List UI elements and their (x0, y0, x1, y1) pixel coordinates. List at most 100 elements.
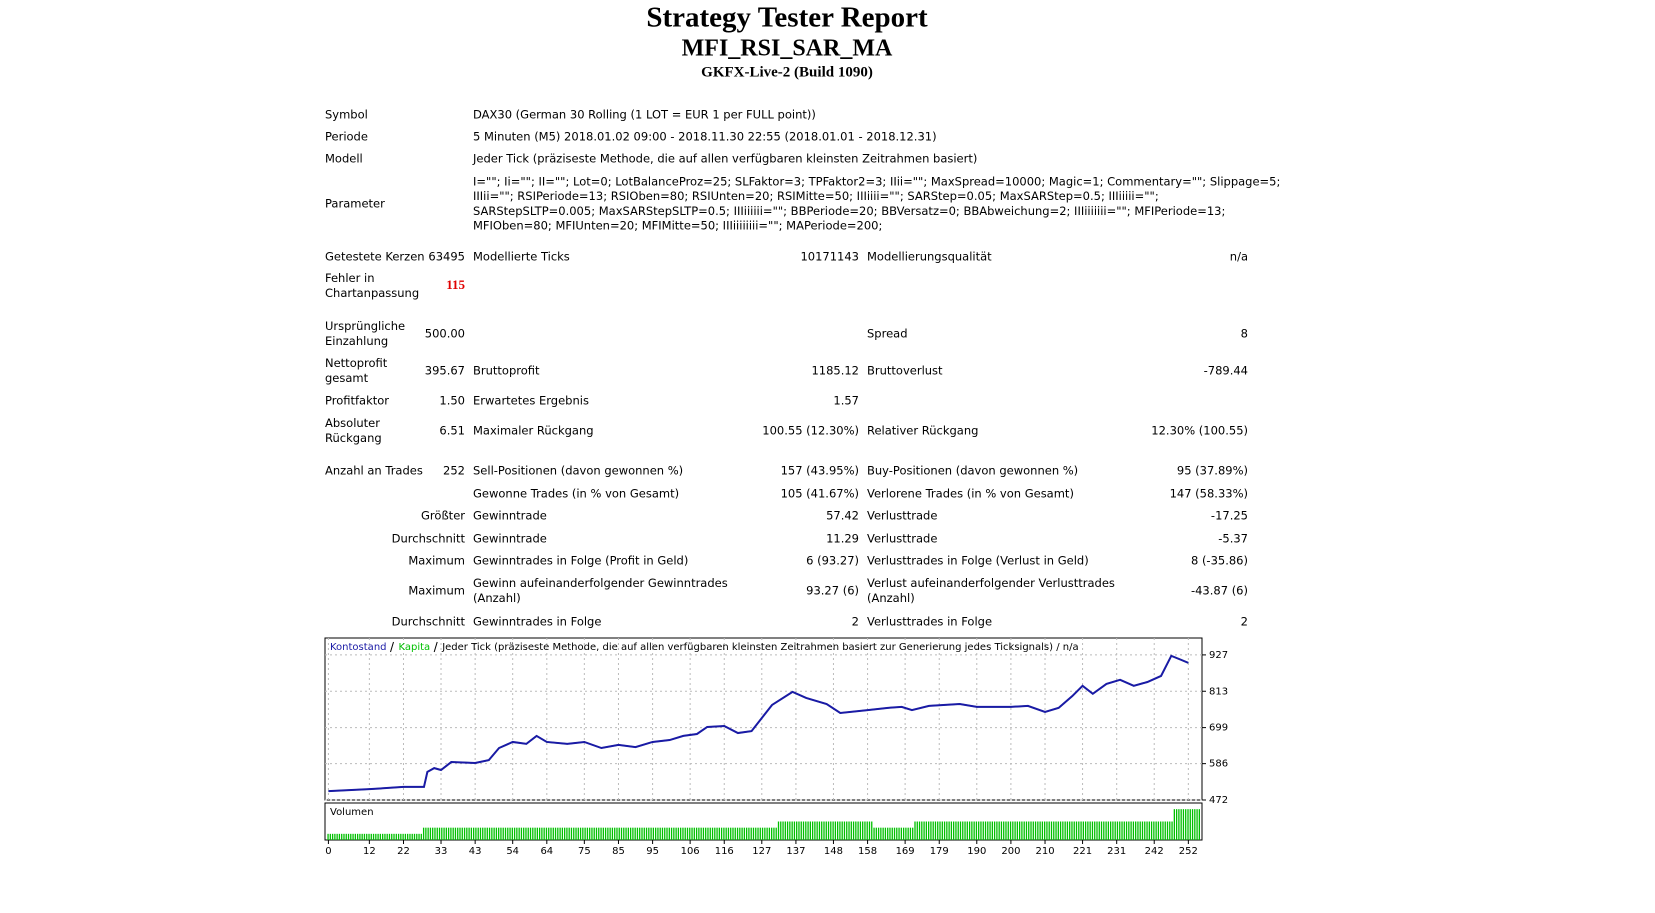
volume-bar (1146, 821, 1148, 840)
volume-bar-fill (1198, 809, 1201, 840)
volume-bar-fill (529, 827, 532, 840)
volume-bar-fill (711, 827, 714, 840)
volume-bar (859, 821, 862, 840)
cell-text: Jeder Tick (präziseste Methode, die auf … (472, 152, 977, 166)
volume-bar-fill (816, 821, 818, 840)
volume-bar-fill (420, 833, 422, 840)
volume-bar-fill (1032, 821, 1034, 840)
volume-bar-fill (523, 827, 525, 840)
volume-bar-fill (980, 821, 982, 840)
volume-bar-fill (361, 833, 363, 840)
volume-bar-fill (1162, 821, 1164, 840)
volume-bar-fill (827, 821, 830, 840)
cell-text: 100.55 (12.30%) (762, 424, 859, 438)
volume-bar (695, 827, 698, 840)
volume-bar (354, 833, 357, 840)
volume-bar (818, 821, 821, 840)
volume-bar-fill (372, 833, 375, 840)
volume-bar-fill (1005, 821, 1007, 840)
volume-bar-fill (1062, 821, 1064, 840)
volume-bar-fill (643, 827, 645, 840)
volume-bar-fill (921, 821, 923, 840)
volume-bar-fill (786, 821, 789, 840)
cell-text: Periode (325, 130, 368, 144)
volume-bar-fill (1178, 809, 1180, 840)
volume-bar-fill (552, 827, 554, 840)
cell-text: 12.30% (100.55) (1151, 424, 1248, 438)
volume-bar-fill (752, 827, 755, 840)
volume-bar-fill (402, 833, 404, 840)
volume-bar-fill (550, 827, 552, 840)
cell-text: Modellierungsqualität (867, 250, 992, 264)
volume-bar-fill (1084, 821, 1087, 840)
volume-bar-fill (939, 821, 941, 840)
x-tick-label: 221 (1073, 846, 1092, 857)
volume-bar-fill (966, 821, 968, 840)
volume-bar-fill (898, 827, 900, 840)
cell-text: 157 (43.95%) (781, 464, 859, 478)
cell-text: Größter (421, 509, 465, 523)
volume-bar (477, 827, 479, 840)
volume-bar-fill (352, 833, 354, 840)
volume-bar-fill (948, 821, 950, 840)
volume-bar (655, 827, 657, 840)
volume-bar-fill (891, 827, 893, 840)
volume-bar-fill (1012, 821, 1014, 840)
volume-bar-fill (882, 827, 884, 840)
cell-text: Profitfaktor (325, 394, 389, 408)
cell-text: 95 (37.89%) (1177, 464, 1248, 478)
cell-text: Nettoprofit (325, 356, 388, 370)
cell-text: -43.87 (6) (1191, 584, 1248, 598)
cell-text: (Anzahl) (867, 591, 915, 605)
volume-bar-fill (598, 827, 600, 840)
volume-bar (887, 827, 889, 840)
volume-bar (832, 821, 834, 840)
volume-bar-fill (1157, 821, 1160, 840)
volume-bar-fill (507, 827, 509, 840)
cell-text: Maximum (408, 584, 465, 598)
volume-bar (1078, 821, 1080, 840)
y-tick-label: 472 (1209, 795, 1228, 806)
volume-bar-fill (634, 827, 636, 840)
volume-bar-fill (457, 827, 459, 840)
volume-bar-fill (757, 827, 759, 840)
cell-text: 5 Minuten (M5) 2018.01.02 09:00 - 2018.1… (473, 130, 937, 144)
volume-bar-fill (868, 821, 871, 840)
volume-bar-fill (745, 827, 748, 840)
volume-bar-fill (741, 827, 743, 840)
volume-bar (1173, 809, 1176, 840)
volume-bar-fill (1016, 821, 1019, 840)
volume-bar-fill (932, 821, 934, 840)
volume-bar (764, 827, 766, 840)
x-tick-label: 231 (1107, 846, 1126, 857)
cell-text: Gewinntrade (473, 532, 547, 546)
volume-bar-fill (1087, 821, 1089, 840)
cell-text: 11.29 (826, 532, 859, 546)
volume-bar-fill (1114, 821, 1116, 840)
volume-bar-fill (1071, 821, 1073, 840)
volume-bar-fill (659, 827, 661, 840)
volume-bar-fill (907, 827, 909, 840)
volume-bar (900, 827, 903, 840)
cell-text: DAX30 (German 30 Rolling (1 LOT = EUR 1 … (473, 108, 816, 122)
volume-bar-fill (338, 833, 341, 840)
volume-bar-fill (379, 833, 382, 840)
x-tick-label: 64 (540, 846, 553, 857)
volume-frame (324, 802, 1203, 841)
volume-bar (955, 821, 957, 840)
cell-text: Modell (325, 152, 363, 166)
volume-bar-fill (1112, 821, 1114, 840)
volume-bar-fill (370, 833, 372, 840)
volume-bar-fill (561, 827, 564, 840)
cell-text: Verlusttrade (867, 532, 937, 546)
volume-bar-fill (356, 833, 359, 840)
volume-bar-fill (689, 827, 691, 840)
volume-bar (518, 827, 520, 840)
volume-bar-fill (375, 833, 377, 840)
volume-bar-fill (452, 827, 454, 840)
volume-bar (1160, 821, 1162, 840)
volume-bar-fill (418, 833, 420, 840)
volume-bar-fill (705, 827, 707, 840)
volume-bar-fill (950, 821, 953, 840)
volume-bar (1023, 821, 1025, 840)
